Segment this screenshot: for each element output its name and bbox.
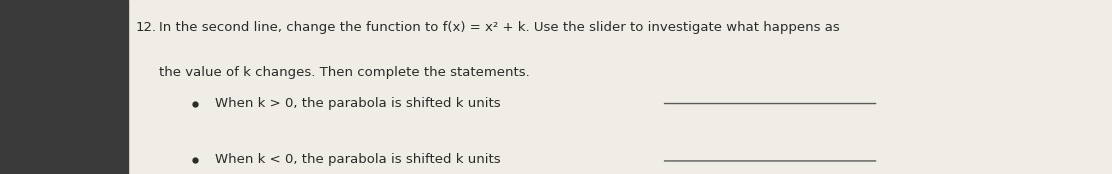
Text: 12.: 12.	[136, 21, 157, 34]
Text: In the second line, change the function to f(x) = x² + k. Use the slider to inve: In the second line, change the function …	[159, 21, 840, 34]
Text: the value of k changes. Then complete the statements.: the value of k changes. Then complete th…	[159, 66, 529, 79]
Bar	[0, 0, 128, 174]
Text: When k < 0, the parabola is shifted k units: When k < 0, the parabola is shifted k un…	[215, 153, 500, 166]
Text: When k > 0, the parabola is shifted k units: When k > 0, the parabola is shifted k un…	[215, 97, 500, 110]
